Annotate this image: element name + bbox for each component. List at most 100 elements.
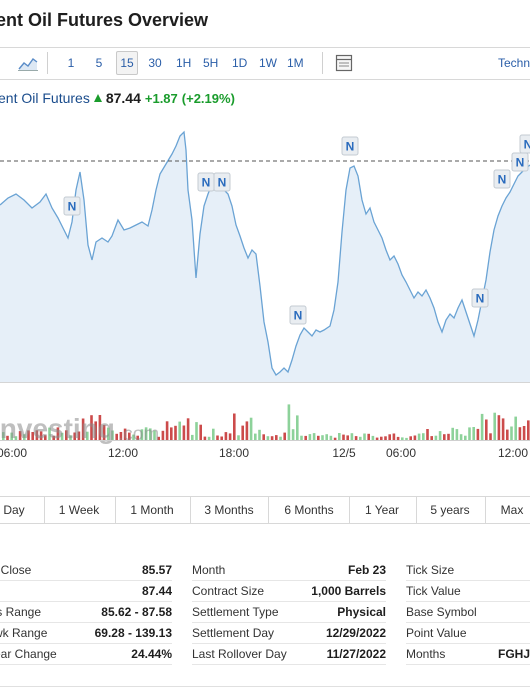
volume-bar bbox=[132, 434, 135, 440]
volume-bar bbox=[384, 436, 387, 440]
volume-bar bbox=[153, 430, 156, 440]
volume-bar bbox=[287, 404, 291, 440]
volume-bar bbox=[434, 435, 438, 440]
volume-bar bbox=[199, 424, 202, 440]
volume-bar bbox=[270, 436, 274, 440]
technical-link[interactable]: Techn bbox=[497, 56, 530, 70]
volume-bar bbox=[86, 431, 89, 440]
volume-bar bbox=[380, 436, 383, 440]
stat-row-divider bbox=[406, 580, 530, 581]
stat-row-divider bbox=[0, 580, 172, 581]
range-divider bbox=[44, 497, 45, 523]
volume-bar bbox=[111, 430, 114, 440]
volume-bar bbox=[455, 429, 459, 440]
quote-line: ent Oil Futures 87.44 +1.87 (+2.19%) bbox=[0, 90, 235, 106]
volume-bar bbox=[413, 435, 417, 440]
range-day[interactable]: Day bbox=[3, 503, 25, 517]
volume-bar bbox=[464, 435, 467, 440]
volume-bar bbox=[510, 426, 513, 440]
volume-bar bbox=[485, 419, 488, 440]
volume-bar bbox=[258, 429, 261, 440]
volume-bar bbox=[165, 421, 169, 440]
volume-bar bbox=[216, 435, 219, 440]
interval-button-5[interactable]: 5 bbox=[95, 56, 103, 70]
stat-row: Base Symbol bbox=[0, 602, 530, 622]
news-marker[interactable]: N bbox=[341, 136, 359, 156]
volume-bar bbox=[527, 420, 530, 440]
volume-bar bbox=[149, 428, 152, 440]
area-chart-icon[interactable] bbox=[16, 51, 40, 75]
news-marker[interactable]: N bbox=[519, 134, 530, 154]
volume-bar bbox=[262, 434, 265, 440]
volume-bar bbox=[279, 436, 282, 440]
volume-bar bbox=[401, 437, 404, 440]
volume-bar bbox=[35, 430, 39, 440]
interval-button-1d[interactable]: 1D bbox=[232, 56, 248, 70]
volume-bar bbox=[140, 429, 144, 440]
interval-button-1[interactable]: 1 bbox=[67, 56, 75, 70]
news-marker[interactable]: N bbox=[289, 305, 307, 325]
volume-bar bbox=[2, 432, 5, 440]
interval-button-15[interactable]: 15 bbox=[116, 51, 138, 75]
stat-row: Contract Size 1,000 Barrels bbox=[0, 581, 530, 601]
interval-button-5h[interactable]: 5H bbox=[203, 56, 219, 70]
stat-row-divider bbox=[192, 643, 386, 644]
interval-button-30[interactable]: 30 bbox=[148, 56, 162, 70]
volume-bar bbox=[212, 428, 215, 440]
volume-bar bbox=[438, 431, 442, 440]
range-divider bbox=[349, 497, 350, 523]
volume-bar bbox=[283, 432, 286, 440]
volume-bar bbox=[506, 429, 509, 440]
volume-bar bbox=[18, 431, 22, 440]
range-3-months[interactable]: 3 Months bbox=[204, 503, 254, 517]
range-5-years[interactable]: 5 years bbox=[430, 503, 470, 517]
volume-bar bbox=[409, 436, 412, 440]
price-change-percent: (+2.19%) bbox=[181, 91, 235, 106]
range-1-week[interactable]: 1 Week bbox=[58, 503, 100, 517]
range-6-months[interactable]: 6 Months bbox=[284, 503, 334, 517]
volume-bar bbox=[241, 425, 244, 440]
stat-value: 87.44 bbox=[141, 584, 172, 598]
range-max[interactable]: Max bbox=[500, 503, 524, 517]
news-marker[interactable]: N bbox=[213, 172, 231, 192]
volume-bar bbox=[52, 435, 55, 440]
volume-bar bbox=[245, 421, 249, 440]
range-1-month[interactable]: 1 Month bbox=[130, 503, 174, 517]
news-marker[interactable]: N bbox=[63, 196, 81, 216]
news-marker[interactable]: N bbox=[493, 169, 511, 189]
volume-bar bbox=[220, 436, 223, 440]
interval-button-1h[interactable]: 1H bbox=[176, 56, 192, 70]
stat-row-divider bbox=[406, 664, 530, 665]
volume-bar bbox=[39, 431, 43, 440]
volume-bar bbox=[10, 432, 13, 440]
stat-value: 12/29/2022 bbox=[325, 626, 386, 640]
interval-button-1w[interactable]: 1W bbox=[259, 56, 277, 70]
volume-bar bbox=[476, 428, 480, 440]
instrument-name[interactable]: ent Oil Futures bbox=[0, 90, 90, 106]
table-icon[interactable] bbox=[332, 51, 356, 75]
chart-divider bbox=[0, 382, 530, 383]
interval-button-1m[interactable]: 1M bbox=[287, 56, 304, 70]
range-1-year[interactable]: 1 Year bbox=[364, 503, 400, 517]
stat-row-divider bbox=[406, 622, 530, 623]
volume-bar bbox=[178, 421, 181, 440]
stat-row: wk Range 69.28 - 139.13 bbox=[0, 623, 530, 643]
stat-row: Month Feb 23 bbox=[0, 560, 530, 580]
time-axis-line bbox=[0, 440, 530, 441]
stat-label: wk Range bbox=[0, 626, 48, 640]
volume-bar bbox=[371, 435, 375, 440]
volume-bar bbox=[443, 434, 446, 440]
volume-bar bbox=[249, 417, 253, 440]
news-marker[interactable]: N bbox=[197, 172, 215, 192]
range-divider bbox=[190, 497, 191, 523]
volume-bar bbox=[77, 431, 81, 440]
volume-bar bbox=[338, 433, 341, 440]
news-marker[interactable]: N bbox=[511, 152, 529, 172]
time-axis: 06:00 12:00 18:00 12/5 06:00 12:00 bbox=[0, 446, 528, 460]
stat-label: Contract Size bbox=[192, 584, 265, 598]
volume-bar bbox=[342, 434, 345, 440]
volume-bar bbox=[350, 433, 354, 440]
news-marker[interactable]: N bbox=[471, 288, 489, 308]
